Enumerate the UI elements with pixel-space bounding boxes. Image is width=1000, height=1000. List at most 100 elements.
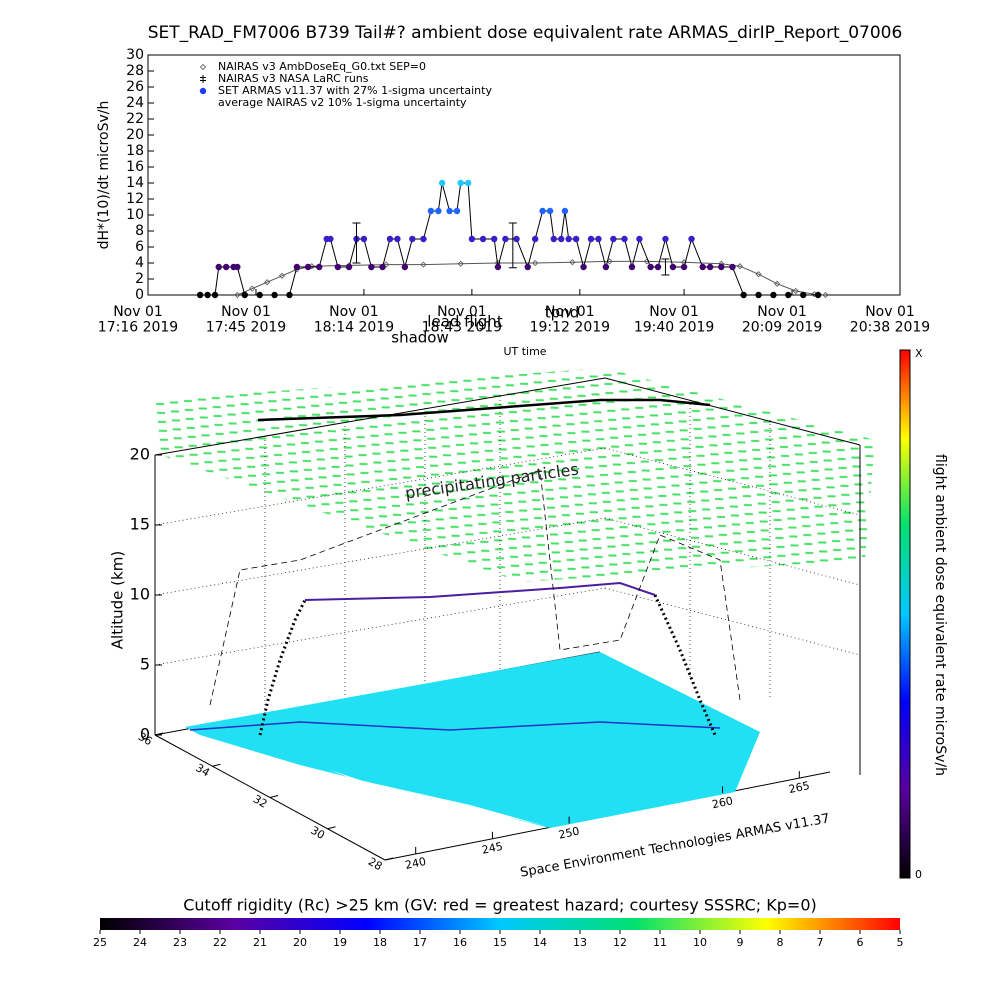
legend-marker (199, 63, 207, 71)
z-axis-label: Altitude (km) (109, 551, 127, 649)
point (334, 263, 342, 271)
series-line (237, 260, 826, 296)
map-region (185, 652, 760, 828)
point (755, 291, 762, 299)
y-tick-label: 4 (135, 255, 144, 271)
colorbar-tick-label: 23 (173, 936, 187, 949)
y-tick-label: 30 (126, 47, 144, 63)
colorbar-tick-label: 6 (857, 936, 864, 949)
y-tick-label: 6 (135, 239, 144, 255)
colorbar-tick-label: 13 (573, 936, 587, 949)
lon-tick-label: 260 (711, 794, 734, 811)
colorbar-tick-label: 17 (413, 936, 427, 949)
point (621, 235, 628, 243)
y-tick-label: 10 (126, 207, 144, 223)
point (457, 179, 464, 187)
point (211, 291, 219, 299)
point (524, 263, 531, 271)
colorbar-label: flight ambient dose equivalent rate micr… (932, 454, 948, 776)
legend-label: NAIRAS v3 AmbDoseEq_G0.txt SEP=0 (218, 60, 426, 73)
lon-tick-label: 245 (481, 840, 504, 857)
point (427, 207, 435, 215)
lat-tick (384, 857, 394, 861)
y-tick-label: 16 (126, 159, 144, 175)
colorbar-tick-label: 8 (777, 936, 784, 949)
point (249, 285, 256, 292)
point (204, 291, 211, 299)
x-tick-label: Nov 01 20:09 2019 (742, 304, 822, 335)
colorbar-tick-label: 14 (533, 936, 547, 949)
lon-tick-label: 250 (557, 825, 580, 842)
y-tick-label: 20 (126, 127, 144, 143)
point (502, 235, 509, 243)
legend-marker (200, 75, 206, 83)
legend-label: SET ARMAS v11.37 with 27% 1-sigma uncert… (218, 84, 492, 97)
error-bar (352, 222, 361, 264)
x-tick-label: Nov 01 18:14 2019 (314, 304, 394, 335)
lat-tick-label: 28 (366, 855, 385, 873)
point (680, 263, 688, 271)
point (822, 291, 829, 299)
point (435, 207, 442, 215)
point (453, 207, 461, 215)
lat-tick (154, 732, 164, 736)
particle-layer (150, 368, 875, 582)
point (234, 291, 241, 299)
x-tick-label: Nov 01 17:45 2019 (206, 304, 286, 335)
point (755, 271, 762, 278)
lat-tick (212, 763, 221, 767)
error-bar (508, 222, 517, 269)
point (546, 207, 554, 215)
descent (653, 594, 717, 736)
y-tick-label: 18 (126, 143, 144, 159)
colorbar-tick-label: 11 (653, 936, 667, 949)
colorbar-tick-label: 22 (213, 936, 227, 949)
x-tick-label: Nov 01 20:38 2019 (850, 304, 930, 335)
colorbar-tick-label: 21 (253, 936, 267, 949)
point (513, 235, 520, 243)
point (814, 291, 822, 299)
point (662, 235, 669, 243)
point (316, 263, 323, 271)
point (271, 291, 278, 299)
y-tick-label: 12 (126, 191, 144, 207)
lat-tick-label: 36 (136, 730, 155, 748)
point (688, 235, 695, 243)
point (438, 179, 446, 187)
point (234, 263, 241, 271)
point (565, 235, 572, 243)
point (550, 235, 557, 243)
x-tick-label: Nov 01 19:12 2019 (530, 304, 610, 335)
point (222, 263, 230, 271)
y-tick-label: 2 (135, 271, 144, 287)
x-tick-label: Nov 01 18:43 2019 (422, 304, 502, 335)
point (409, 235, 416, 243)
point (740, 291, 747, 299)
flight-path (304, 581, 656, 601)
point (628, 263, 636, 271)
series-line (200, 182, 819, 296)
z-tick-label: 20 (130, 445, 150, 464)
point (256, 291, 263, 299)
legend-label: average NAIRAS v2 10% 1-sigma uncertaint… (218, 96, 467, 109)
colorbar-tick-label: 16 (453, 936, 467, 949)
error-bar (661, 258, 670, 276)
colorbar-tick-label: 18 (373, 936, 387, 949)
y-tick-label: 14 (126, 175, 144, 191)
point (539, 207, 546, 215)
point (491, 235, 498, 243)
box-grid (154, 396, 861, 715)
x-tick-label: Nov 01 19:40 2019 (634, 304, 714, 335)
z-tick-label: 0 (140, 725, 150, 744)
point (610, 235, 617, 243)
point (718, 263, 725, 271)
point (383, 261, 390, 268)
colorbar-tick-label: 5 (897, 936, 904, 949)
y-tick-label: 28 (126, 63, 144, 79)
z-tick-label: 5 (140, 655, 150, 674)
annotation: shadow (391, 329, 448, 347)
point (729, 263, 736, 271)
point (602, 263, 610, 271)
lat-tick (269, 795, 279, 798)
